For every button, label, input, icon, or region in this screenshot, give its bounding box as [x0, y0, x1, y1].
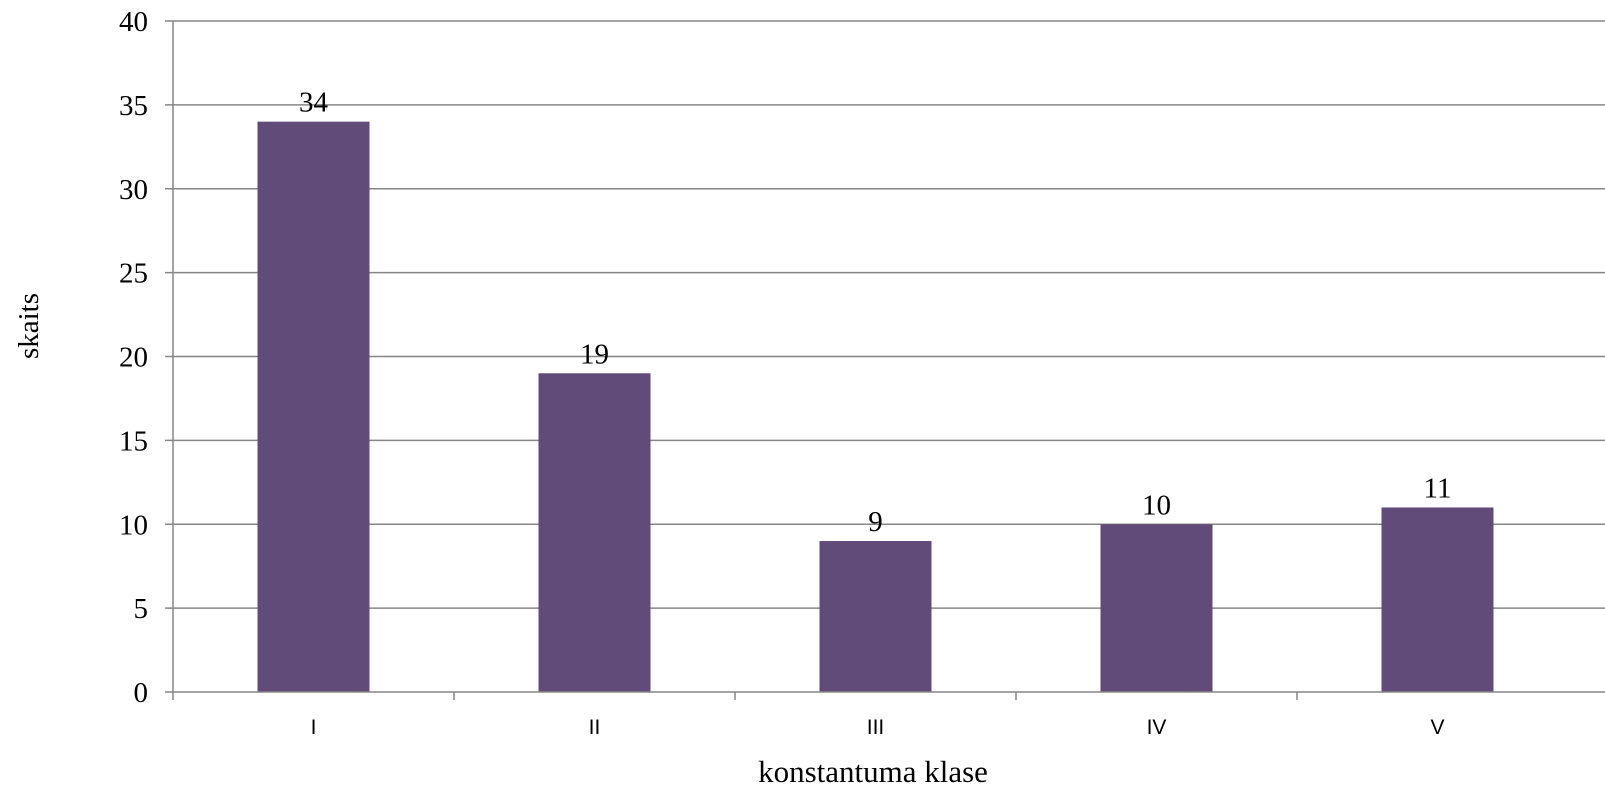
data-labels: 34 19 9 10 11 — [299, 87, 1451, 538]
y-tick-label-40: 40 — [119, 6, 148, 38]
x-tick-label-III: III — [867, 716, 885, 739]
y-tick-label-25: 25 — [119, 258, 148, 290]
bar-I — [257, 121, 370, 692]
bar-III — [819, 541, 932, 692]
bar-V — [1381, 507, 1494, 692]
bar-IV — [1100, 524, 1213, 692]
y-tick-labels: 0 5 10 15 20 25 30 35 40 — [119, 6, 148, 709]
y-tick-label-30: 30 — [119, 174, 148, 206]
y-axis-title: skaits — [13, 293, 45, 359]
axes — [165, 20, 1605, 700]
data-label-V: 11 — [1424, 472, 1452, 504]
y-tick-label-15: 15 — [119, 425, 148, 457]
x-tick-label-II: II — [589, 716, 601, 739]
y-tick-label-35: 35 — [119, 90, 148, 122]
gridlines — [173, 20, 1605, 609]
data-label-II: 19 — [580, 338, 609, 370]
bars — [257, 121, 1494, 692]
x-axis-title: konstantuma klase — [758, 754, 988, 789]
data-label-III: 9 — [868, 506, 883, 538]
x-tick-label-V: V — [1430, 716, 1444, 739]
data-label-IV: 10 — [1142, 489, 1171, 521]
data-label-I: 34 — [299, 87, 329, 119]
x-tick-label-IV: IV — [1147, 716, 1167, 739]
y-tick-label-5: 5 — [134, 593, 149, 625]
x-tick-labels: I II III IV V — [311, 716, 1445, 739]
y-tick-label-0: 0 — [134, 677, 149, 709]
bar-II — [538, 373, 651, 692]
y-tick-label-10: 10 — [119, 509, 148, 541]
x-tick-label-I: I — [311, 716, 317, 739]
y-tick-label-20: 20 — [119, 342, 148, 374]
